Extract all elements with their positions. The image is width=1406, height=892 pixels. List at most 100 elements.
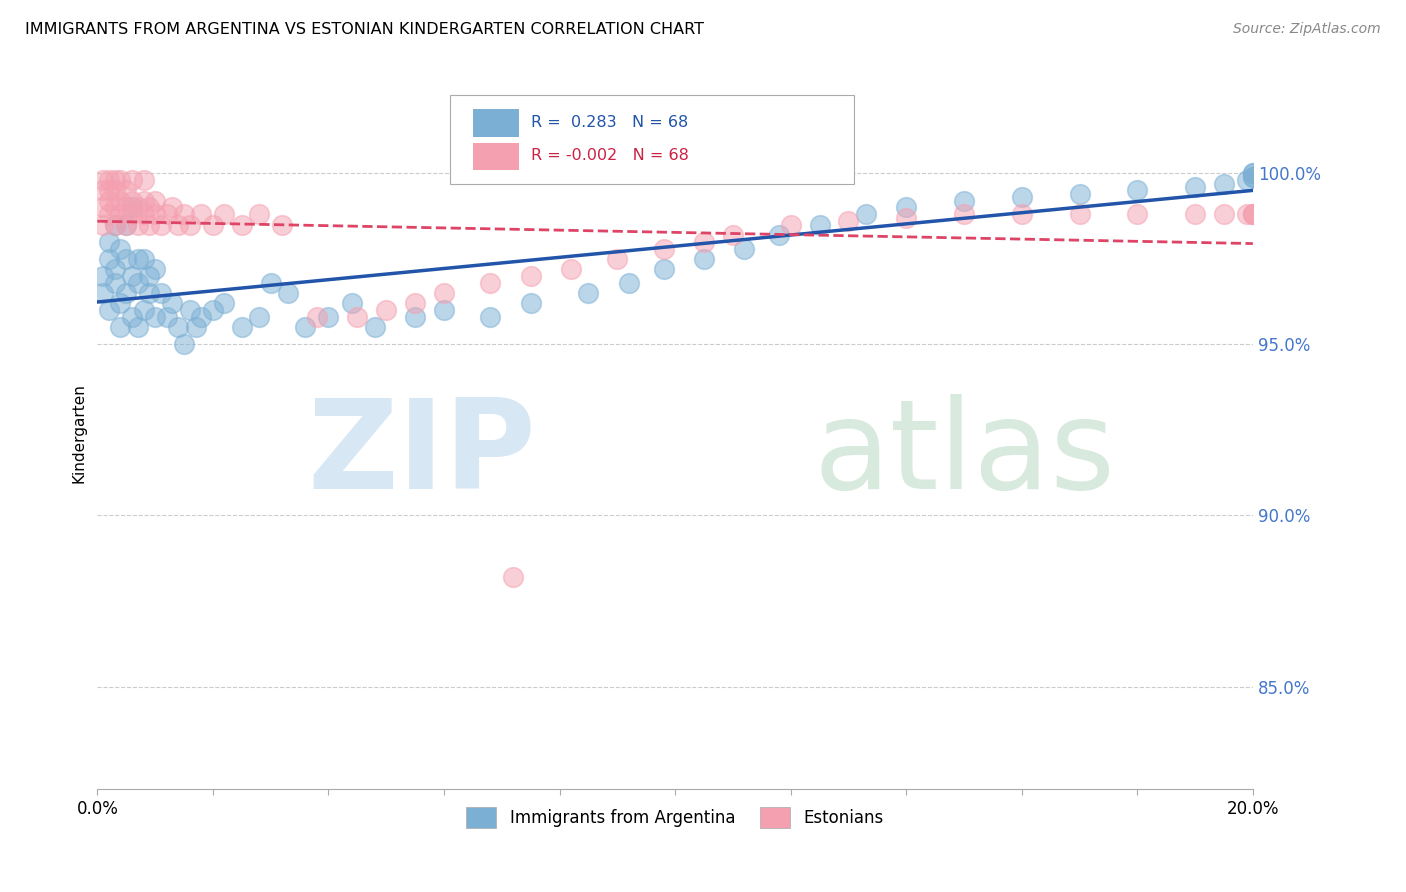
Point: [127, 276, 149, 290]
Point: [115, 252, 138, 266]
Point: [578, 286, 600, 301]
Point: [143, 207, 166, 221]
Point: [1184, 207, 1206, 221]
Point: [375, 303, 398, 318]
Point: [247, 207, 270, 221]
Point: [271, 218, 294, 232]
Point: [294, 320, 316, 334]
Point: [1126, 207, 1149, 221]
Point: [733, 242, 755, 256]
Point: [1213, 207, 1236, 221]
Point: [91, 286, 114, 301]
Bar: [472, 110, 519, 136]
Point: [837, 214, 859, 228]
Point: [1184, 180, 1206, 194]
Point: [91, 183, 114, 197]
Point: [167, 320, 190, 334]
Point: [779, 218, 801, 232]
Point: [1241, 166, 1264, 180]
Point: [121, 268, 143, 283]
Point: [110, 207, 132, 221]
Point: [231, 320, 253, 334]
Point: [1069, 207, 1091, 221]
Text: ZIP: ZIP: [308, 394, 537, 516]
Point: [132, 194, 155, 208]
Point: [260, 276, 283, 290]
Point: [138, 218, 160, 232]
Point: [214, 207, 236, 221]
Point: [91, 218, 114, 232]
Text: IMMIGRANTS FROM ARGENTINA VS ESTONIAN KINDERGARTEN CORRELATION CHART: IMMIGRANTS FROM ARGENTINA VS ESTONIAN KI…: [25, 22, 704, 37]
Point: [97, 207, 120, 221]
Point: [115, 201, 138, 215]
Point: [1241, 169, 1264, 184]
Point: [305, 310, 328, 324]
Point: [115, 218, 138, 232]
Point: [149, 286, 172, 301]
Point: [1241, 166, 1264, 180]
Point: [121, 194, 143, 208]
Point: [404, 296, 426, 310]
Point: [247, 310, 270, 324]
Point: [91, 268, 114, 283]
Legend: Immigrants from Argentina, Estonians: Immigrants from Argentina, Estonians: [460, 801, 890, 834]
Point: [104, 218, 127, 232]
Point: [121, 201, 143, 215]
Point: [121, 173, 143, 187]
Point: [340, 296, 363, 310]
Point: [121, 207, 143, 221]
Point: [132, 207, 155, 221]
Point: [97, 173, 120, 187]
Point: [156, 310, 179, 324]
Point: [121, 310, 143, 324]
Point: [617, 276, 640, 290]
Point: [1241, 169, 1264, 184]
Text: atlas: atlas: [814, 394, 1116, 516]
Text: Source: ZipAtlas.com: Source: ZipAtlas.com: [1233, 22, 1381, 37]
Point: [115, 286, 138, 301]
Point: [519, 296, 541, 310]
Point: [433, 303, 456, 318]
Point: [693, 235, 716, 249]
Point: [110, 194, 132, 208]
Point: [97, 303, 120, 318]
Text: R =  0.283   N = 68: R = 0.283 N = 68: [530, 115, 688, 129]
Point: [953, 207, 976, 221]
Point: [143, 194, 166, 208]
Point: [115, 218, 138, 232]
Text: R = -0.002   N = 68: R = -0.002 N = 68: [530, 148, 689, 163]
Point: [1236, 207, 1258, 221]
Point: [162, 296, 184, 310]
Point: [768, 227, 790, 242]
Point: [179, 218, 201, 232]
Y-axis label: Kindergarten: Kindergarten: [72, 384, 86, 483]
Point: [110, 242, 132, 256]
Point: [143, 262, 166, 277]
Point: [104, 262, 127, 277]
Point: [808, 218, 831, 232]
Point: [896, 201, 918, 215]
Point: [97, 183, 120, 197]
Point: [173, 207, 195, 221]
Point: [127, 218, 149, 232]
Point: [502, 570, 524, 584]
Point: [652, 262, 675, 277]
Point: [201, 218, 224, 232]
Point: [1241, 207, 1264, 221]
Point: [318, 310, 340, 324]
Point: [91, 173, 114, 187]
Point: [190, 310, 212, 324]
Point: [560, 262, 582, 277]
Point: [652, 242, 675, 256]
Point: [127, 201, 149, 215]
Point: [433, 286, 456, 301]
Point: [97, 194, 120, 208]
Point: [479, 310, 502, 324]
Point: [190, 207, 212, 221]
Point: [231, 218, 253, 232]
Point: [110, 296, 132, 310]
Point: [91, 201, 114, 215]
Point: [127, 320, 149, 334]
Point: [953, 194, 976, 208]
Point: [184, 320, 207, 334]
